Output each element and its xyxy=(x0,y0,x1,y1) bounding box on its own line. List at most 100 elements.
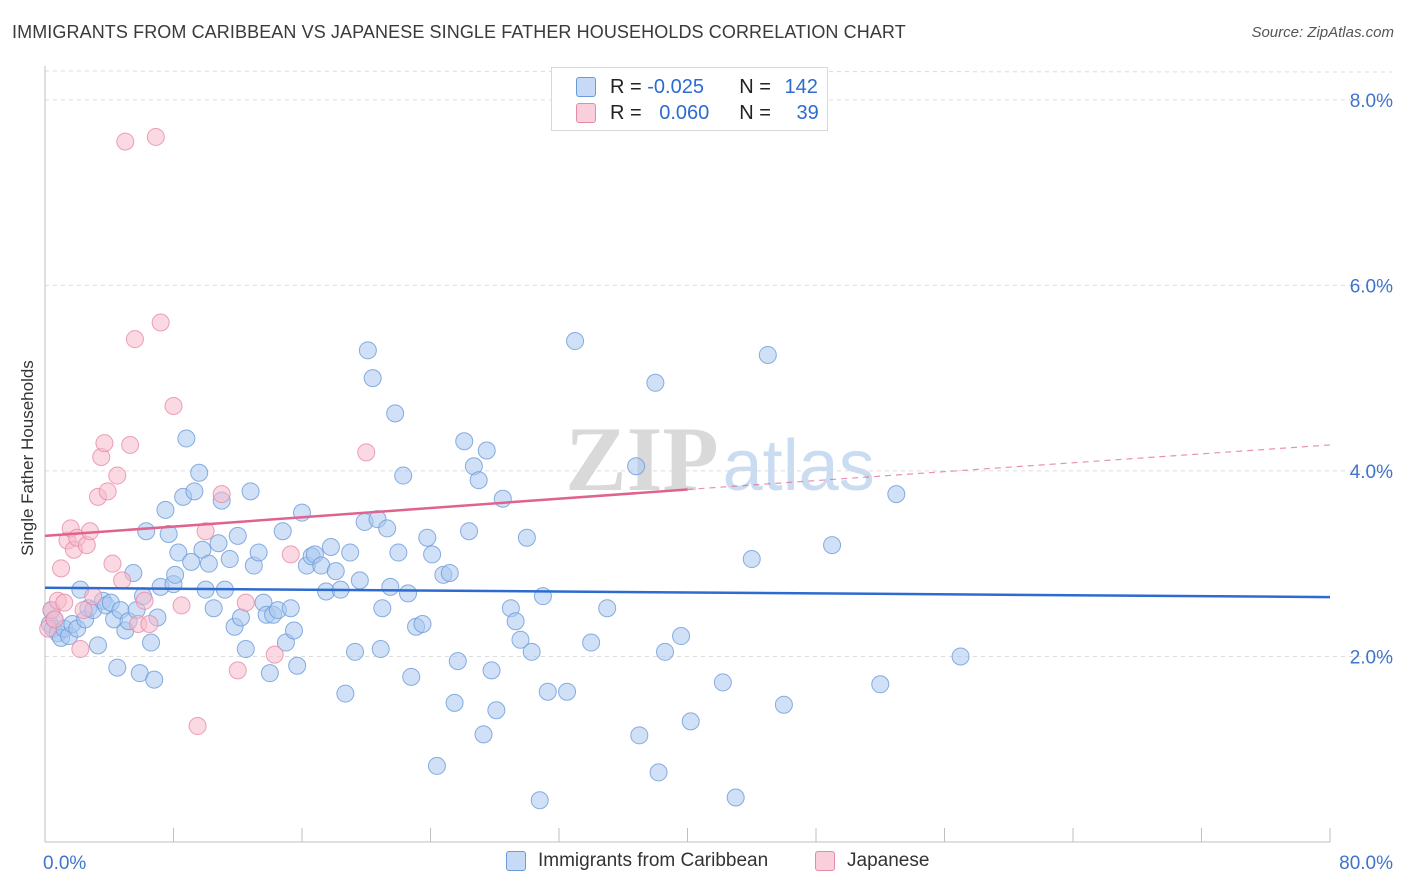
caribbean-point xyxy=(182,552,201,571)
japanese-point xyxy=(125,330,144,349)
caribbean-point xyxy=(389,543,408,562)
caribbean-point xyxy=(656,642,675,661)
caribbean-point xyxy=(517,528,536,547)
caribbean-point xyxy=(273,522,292,541)
caribbean-point xyxy=(350,571,369,590)
caribbean-point xyxy=(598,599,617,618)
caribbean-point xyxy=(156,500,175,519)
japanese-point xyxy=(357,443,376,462)
caribbean-point xyxy=(487,701,506,720)
japanese-point xyxy=(164,396,183,415)
legend-row-japanese: R = 0.060 N = 39 xyxy=(576,101,819,125)
caribbean-point xyxy=(455,432,474,451)
caribbean-point xyxy=(530,791,549,810)
caribbean-point xyxy=(137,522,156,541)
caribbean-point xyxy=(378,519,397,538)
caribbean-point xyxy=(951,647,970,666)
japanese-point xyxy=(108,466,127,485)
caribbean-point xyxy=(169,543,188,562)
caribbean-point xyxy=(209,534,228,553)
legend-r-label: R = xyxy=(610,75,642,98)
caribbean-point xyxy=(363,369,382,388)
legend-item-caribbean: Immigrants from Caribbean xyxy=(506,850,768,872)
legend-swatch-japanese xyxy=(815,851,835,871)
caribbean-point xyxy=(159,525,178,543)
caribbean-point xyxy=(522,642,541,661)
source-label: Source: ZipAtlas.com xyxy=(1251,24,1394,41)
y-tick-label: 4.0% xyxy=(1350,462,1393,483)
caribbean-point xyxy=(506,612,525,631)
japanese-point xyxy=(140,614,159,633)
caribbean-point xyxy=(336,684,355,703)
caribbean-point xyxy=(386,404,405,423)
japanese-point xyxy=(121,435,140,454)
caribbean-point xyxy=(823,536,842,555)
caribbean-point xyxy=(672,627,691,646)
y-tick-label: 6.0% xyxy=(1350,276,1393,297)
x-tick-label: 0.0% xyxy=(43,853,86,874)
caribbean-point xyxy=(177,429,196,448)
caribbean-point xyxy=(423,545,442,564)
caribbean-point xyxy=(445,693,464,712)
caribbean-point xyxy=(346,642,365,661)
japanese-point xyxy=(146,127,165,146)
caribbean-point xyxy=(142,633,161,652)
caribbean-point xyxy=(649,763,668,782)
caribbean-point xyxy=(190,463,209,482)
caribbean-point xyxy=(558,682,577,701)
caribbean-point xyxy=(260,664,279,683)
caribbean-point xyxy=(758,345,777,364)
japanese-point xyxy=(84,587,103,606)
caribbean-point xyxy=(281,599,300,618)
japanese-point xyxy=(98,482,117,501)
japanese-point xyxy=(45,610,64,629)
caribbean-point xyxy=(726,788,745,807)
caribbean-point xyxy=(566,332,585,351)
caribbean-point xyxy=(646,373,665,392)
legend-label-caribbean: Immigrants from Caribbean xyxy=(538,850,769,871)
caribbean-point xyxy=(448,652,467,671)
caribbean-point xyxy=(538,682,557,701)
legend-r-label: R = xyxy=(610,101,642,124)
caribbean-point xyxy=(482,661,501,680)
caribbean-point xyxy=(288,656,307,675)
caribbean-point xyxy=(371,640,390,659)
caribbean-point xyxy=(511,630,530,649)
caribbean-point xyxy=(199,554,218,573)
caribbean-point xyxy=(774,695,793,714)
japanese-point xyxy=(103,554,122,573)
y-tick-label: 8.0% xyxy=(1350,91,1393,112)
legend-n-value: 142 xyxy=(784,75,818,98)
legend-r-value: 0.060 xyxy=(659,101,710,124)
caribbean-point xyxy=(321,537,340,556)
japanese-point xyxy=(236,593,255,612)
caribbean-point xyxy=(373,599,392,618)
caribbean-point xyxy=(681,712,700,731)
japanese-point xyxy=(228,661,247,680)
caribbean-point xyxy=(89,636,108,655)
caribbean-point xyxy=(249,543,268,562)
legend-swatch-caribbean xyxy=(576,77,596,97)
caribbean-point xyxy=(413,614,432,633)
correlation-legend: R = -0.025 N = 142 R = 0.060 N = 39 xyxy=(551,67,828,131)
caribbean-point xyxy=(241,482,260,501)
legend-n-label: N = xyxy=(739,101,771,124)
caribbean-point xyxy=(582,633,601,652)
caribbean-point xyxy=(204,599,223,618)
caribbean-point xyxy=(742,550,761,569)
caribbean-point xyxy=(185,482,204,501)
x-tick-label: 80.0% xyxy=(1339,853,1393,874)
caribbean-point xyxy=(474,725,493,744)
japanese-point xyxy=(281,545,300,564)
caribbean-point xyxy=(394,466,413,485)
japanese-point xyxy=(151,313,170,332)
caribbean-point xyxy=(220,550,239,569)
legend-r-value: -0.025 xyxy=(647,75,704,98)
caribbean-point xyxy=(341,543,360,562)
caribbean-point xyxy=(326,562,345,581)
y-axis-label: Single Father Households xyxy=(18,360,37,556)
caribbean-point xyxy=(402,667,421,686)
japanese-point xyxy=(196,522,215,541)
caribbean-point xyxy=(630,726,649,745)
japanese-trend-line xyxy=(44,488,688,538)
